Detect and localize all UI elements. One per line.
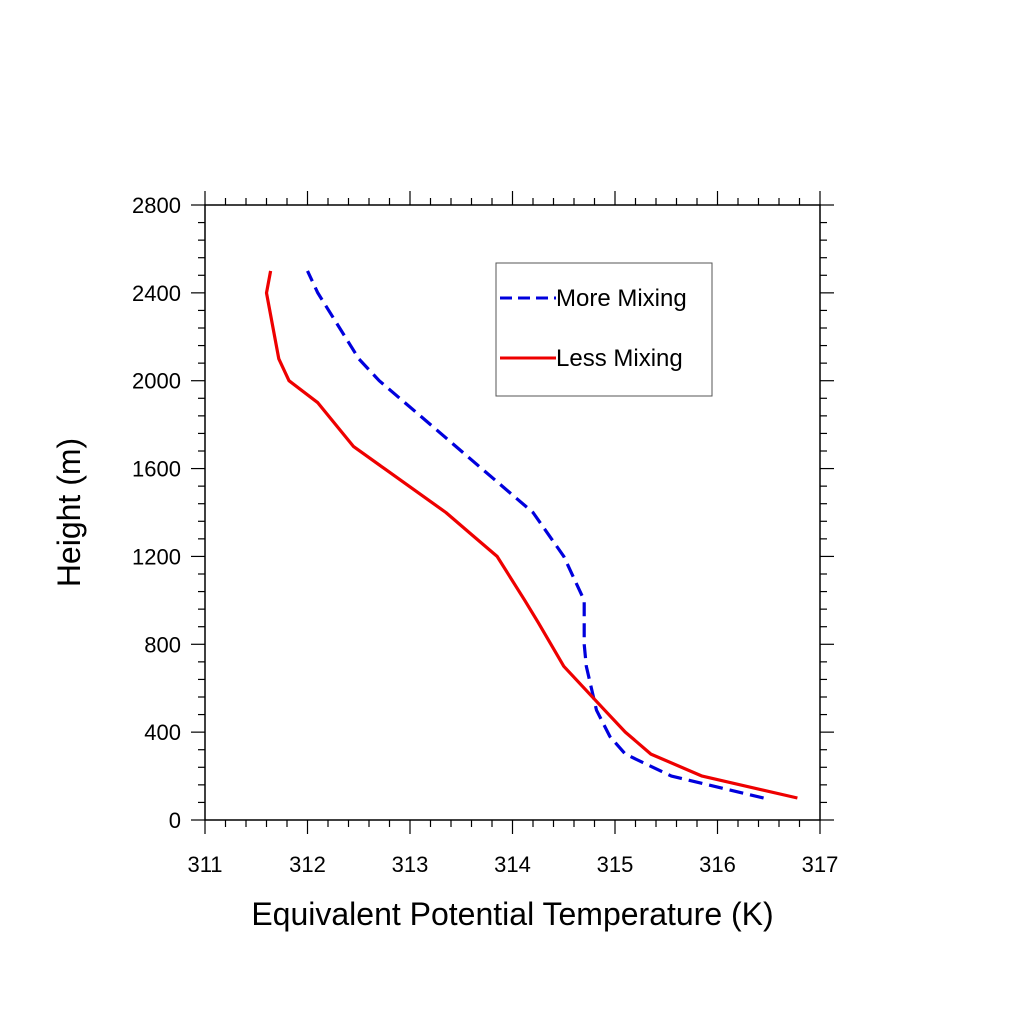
x-tick-label: 317: [802, 852, 839, 877]
x-axis-title: Equivalent Potential Temperature (K): [251, 896, 773, 932]
y-tick-label: 0: [169, 808, 181, 833]
y-tick-label: 2000: [132, 369, 181, 394]
y-tick-label: 2800: [132, 193, 181, 218]
y-tick-label: 1200: [132, 544, 181, 569]
y-axis-title: Height (m): [51, 438, 87, 587]
x-tick-label: 313: [392, 852, 429, 877]
x-tick-label: 316: [699, 852, 736, 877]
y-tick-label: 800: [144, 632, 181, 657]
x-tick-label: 312: [289, 852, 326, 877]
y-tick-label: 400: [144, 720, 181, 745]
y-tick-label: 1600: [132, 457, 181, 482]
legend-label-less-mixing: Less Mixing: [556, 345, 683, 372]
legend-box: [496, 263, 712, 396]
x-tick-label: 314: [494, 852, 531, 877]
legend: More Mixing Less Mixing: [496, 263, 712, 396]
legend-label-more-mixing: More Mixing: [556, 285, 687, 312]
x-tick-label: 315: [597, 852, 634, 877]
y-tick-label: 2400: [132, 281, 181, 306]
x-tick-label: 311: [187, 852, 222, 877]
chart: 311 312 313 314 315 316 317 0 400 800 1200 1600 200…: [0, 0, 1024, 1024]
